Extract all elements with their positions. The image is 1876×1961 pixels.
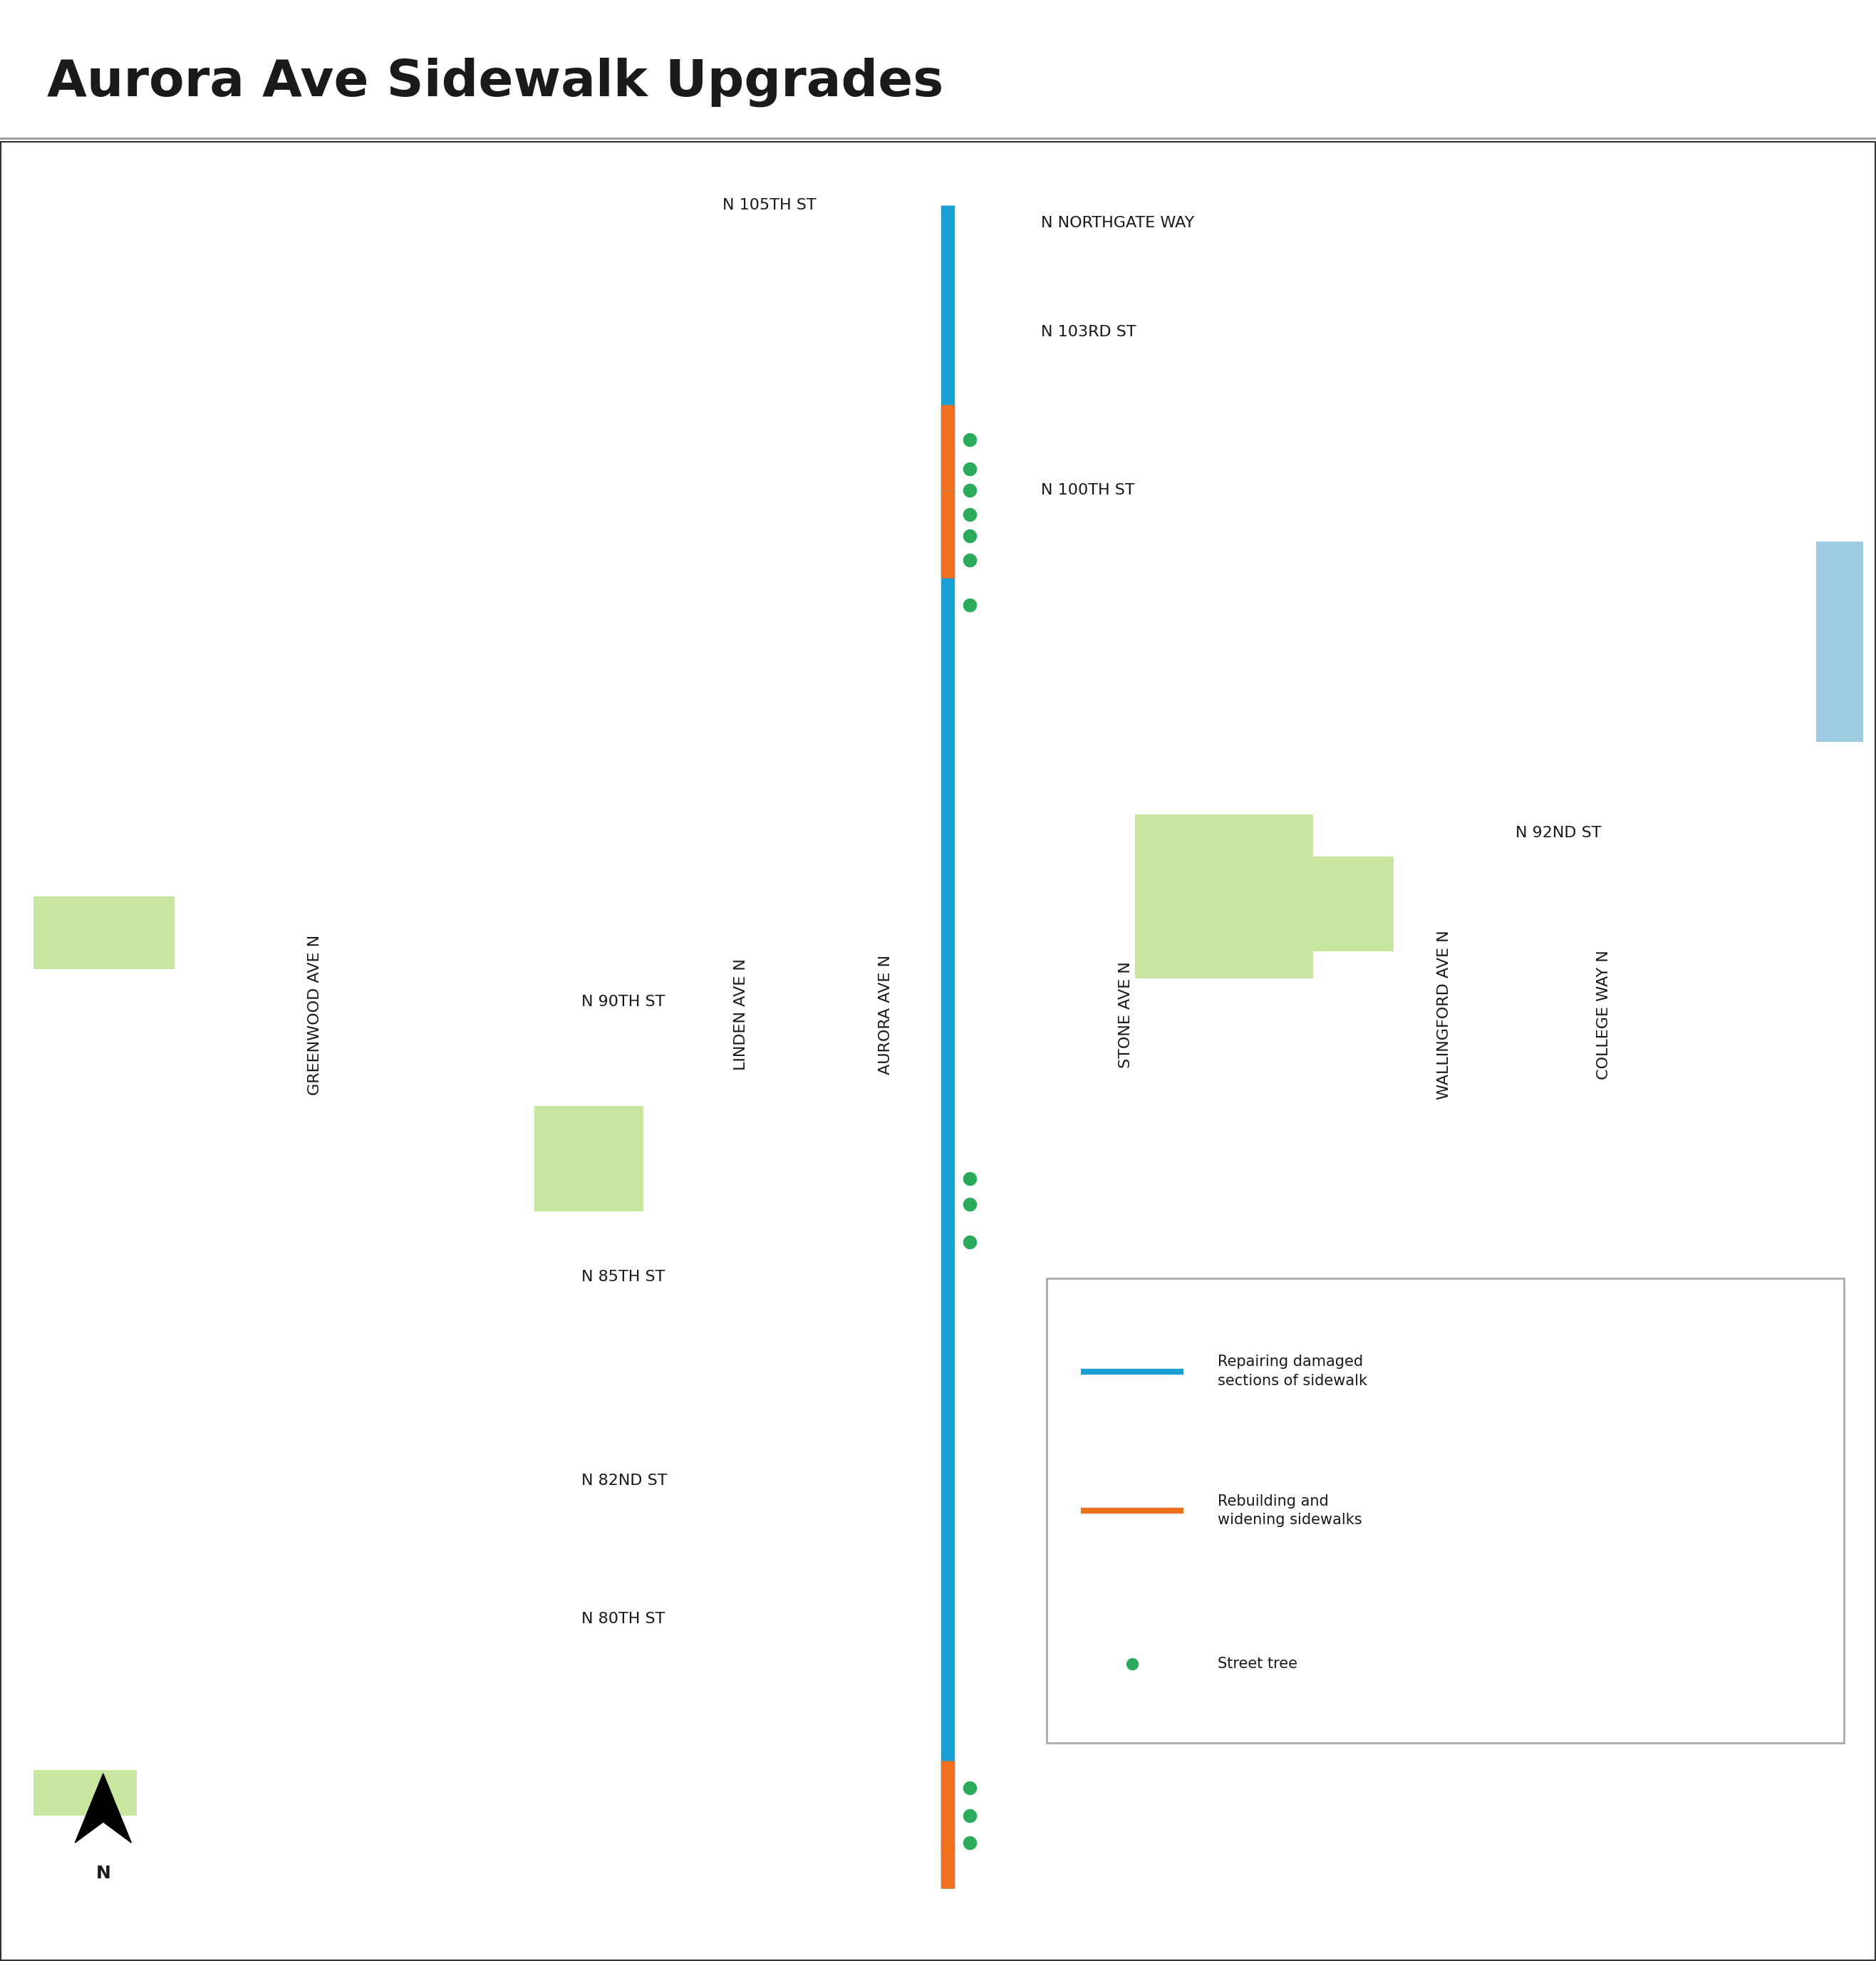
Bar: [34, 1771, 137, 1816]
Text: N NORTHGATE WAY: N NORTHGATE WAY: [1041, 216, 1195, 229]
Text: Repairing damaged
sections of sidewalk: Repairing damaged sections of sidewalk: [1218, 1355, 1368, 1388]
Text: N 92ND ST: N 92ND ST: [1516, 826, 1602, 839]
Text: GREENWOOD AVE N: GREENWOOD AVE N: [308, 935, 323, 1094]
Text: AURORA AVE N: AURORA AVE N: [878, 955, 893, 1075]
Text: COLLEGE WAY N: COLLEGE WAY N: [1596, 949, 1611, 1079]
Bar: [535, 1106, 643, 1212]
Text: N 100TH ST: N 100TH ST: [1041, 484, 1135, 498]
Text: LINDEN AVE N: LINDEN AVE N: [734, 959, 749, 1071]
Text: N 103RD ST: N 103RD ST: [1041, 326, 1137, 339]
Text: Rebuilding and
widening sidewalks: Rebuilding and widening sidewalks: [1218, 1494, 1362, 1528]
Text: Street tree: Street tree: [1218, 1657, 1298, 1671]
Text: N 90TH ST: N 90TH ST: [582, 994, 666, 1010]
Bar: [1816, 541, 1863, 741]
Text: N: N: [96, 1865, 111, 1883]
Text: WALLINGFORD AVE N: WALLINGFORD AVE N: [1437, 930, 1452, 1100]
Text: N 85TH ST: N 85TH ST: [582, 1269, 666, 1284]
Bar: [34, 896, 174, 969]
Bar: [1047, 1279, 1844, 1743]
Text: N 82ND ST: N 82ND ST: [582, 1473, 668, 1488]
Text: Aurora Ave Sidewalk Upgrades: Aurora Ave Sidewalk Upgrades: [47, 57, 944, 106]
Text: N 105TH ST: N 105TH ST: [722, 198, 816, 212]
Text: STONE AVE N: STONE AVE N: [1118, 961, 1133, 1069]
Text: N 80TH ST: N 80TH ST: [582, 1612, 666, 1626]
Polygon shape: [75, 1773, 131, 1843]
Bar: [1135, 814, 1313, 979]
Bar: [1291, 857, 1394, 951]
